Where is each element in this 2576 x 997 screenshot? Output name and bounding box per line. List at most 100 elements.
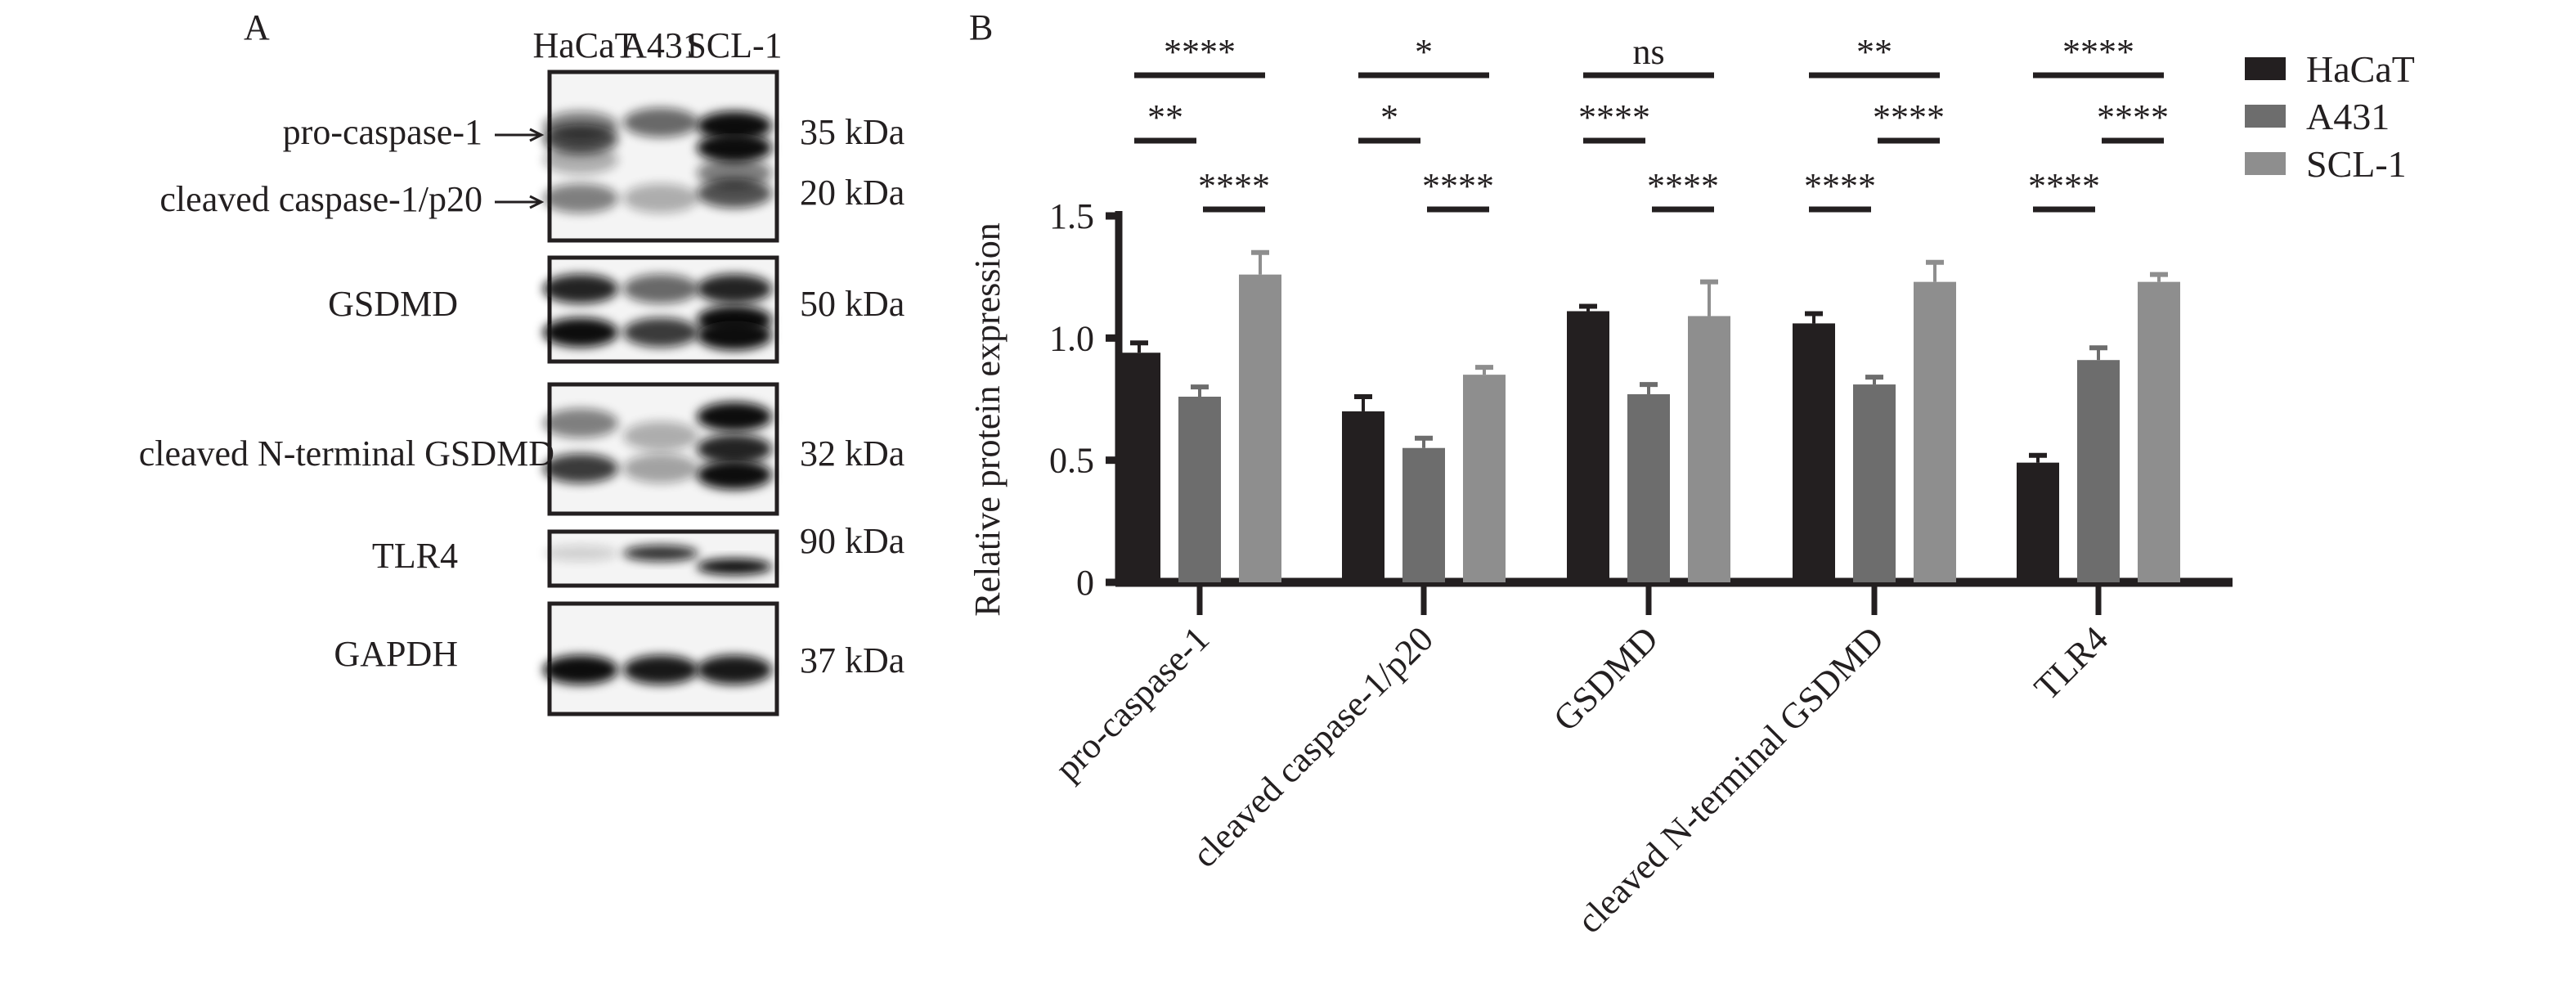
y-axis-label: Relative protein expression [967,222,1008,616]
protein-band [623,545,698,562]
legend-label: HaCaT [2306,48,2415,90]
bar-hacat [1342,411,1384,582]
protein-band [543,317,618,348]
significance-label: **** [1804,166,1876,206]
protein-band [697,460,772,490]
protein-band [543,124,618,155]
significance-label: * [1380,97,1398,137]
significance-label: **** [1164,32,1236,72]
blot-1: GSDMD 50 kDa [328,255,904,364]
bar-hacat [1793,323,1835,582]
bar-hacat [1567,311,1609,582]
legend-swatch-a431 [2245,105,2286,128]
bar-a431 [1853,384,1896,582]
kda-label: 50 kDa [800,284,904,324]
protein-band [697,158,772,188]
protein-band [623,655,698,685]
significance-label: ** [1147,97,1183,137]
bar-a431 [2077,360,2120,582]
bar-a431 [1627,394,1670,582]
protein-band [623,317,698,348]
protein-band [697,110,772,141]
kda-label: 20 kDa [800,173,904,213]
legend-swatch-scl-1 [2245,152,2286,175]
legend-label: SCL-1 [2306,143,2407,185]
protein-band [697,559,772,575]
x-tick-label: cleaved caspase-1/p20 [1184,618,1441,875]
protein-band [543,453,618,483]
legend-swatch-hacat [2245,57,2286,80]
protein-band [697,274,772,304]
y-tick-label: 0 [1076,563,1094,603]
protein-band [697,402,772,432]
significance-label: **** [1578,97,1650,137]
bar-scl-1 [2138,281,2180,582]
bar-hacat [1118,353,1160,582]
protein-band [623,107,698,137]
protein-band [543,183,618,213]
blot-0: pro-caspase-1 cleaved caspase-1/p20 35 kDa… [159,70,904,243]
bar-scl-1 [1688,316,1730,582]
protein-label: TLR4 [372,536,458,576]
bar-scl-1 [1914,281,1956,582]
y-tick-label: 1.0 [1049,318,1094,358]
blot-4: GAPDH 37 kDa [334,601,904,716]
protein-band [623,421,698,451]
bar-a431 [1402,447,1445,582]
x-tick-label: pro-caspase-1 [1048,618,1217,788]
significance-label: ** [1856,32,1892,72]
x-tick-label: GSDMD [1546,618,1666,739]
protein-band [697,178,772,209]
protein-label: GSDMD [328,284,458,324]
protein-band [697,132,772,163]
blot-2: cleaved N-terminal GSDMD 32 kDa [139,382,904,516]
bar-hacat [2017,462,2059,582]
significance-label: ns [1632,32,1664,72]
protein-label: pro-caspase-1 [283,112,482,152]
protein-band [543,145,618,175]
y-tick-label: 0.5 [1049,441,1094,481]
legend-label: A431 [2306,96,2390,137]
protein-band [543,545,618,562]
significance-label: **** [1873,97,1945,137]
protein-band [697,655,772,685]
significance-label: **** [2062,32,2134,72]
blot-3: TLR4 90 kDa [372,521,904,588]
lane-label: SCL-1 [686,25,782,65]
significance-label: **** [2028,166,2100,206]
protein-band [697,321,772,351]
bar-a431 [1178,397,1221,582]
panel-b-bar-chart: B 0 0.5 1.0 1.5 Relative protein expression pr… [967,7,2415,941]
arrow-head-icon [529,128,545,142]
bar-scl-1 [1463,375,1506,582]
lane-label: HaCaT [532,25,636,65]
panel-label: B [969,7,993,47]
y-tick-label: 1.5 [1049,196,1094,236]
protein-label: cleaved N-terminal GSDMD [139,433,554,474]
significance-label: **** [1198,166,1270,206]
protein-band [543,274,618,304]
kda-label: 37 kDa [800,640,904,680]
significance-label: * [1415,32,1433,72]
kda-label: 32 kDa [800,433,904,474]
protein-band [623,183,698,213]
lane-label: A431 [621,25,701,65]
kda-label: 90 kDa [800,521,904,561]
protein-band [543,408,618,438]
significance-label: **** [1422,166,1494,206]
bar-scl-1 [1239,274,1281,582]
x-tick-label: TLR4 [2026,618,2116,707]
protein-band [697,434,772,464]
protein-band [623,453,698,483]
protein-label: GAPDH [334,634,458,674]
significance-label: **** [1647,166,1719,206]
protein-band [623,274,698,304]
kda-label: 35 kDa [800,112,904,152]
significance-label: **** [2097,97,2169,137]
protein-label: cleaved caspase-1/p20 [159,179,482,219]
panel-label: A [244,7,270,47]
protein-band [543,655,618,685]
